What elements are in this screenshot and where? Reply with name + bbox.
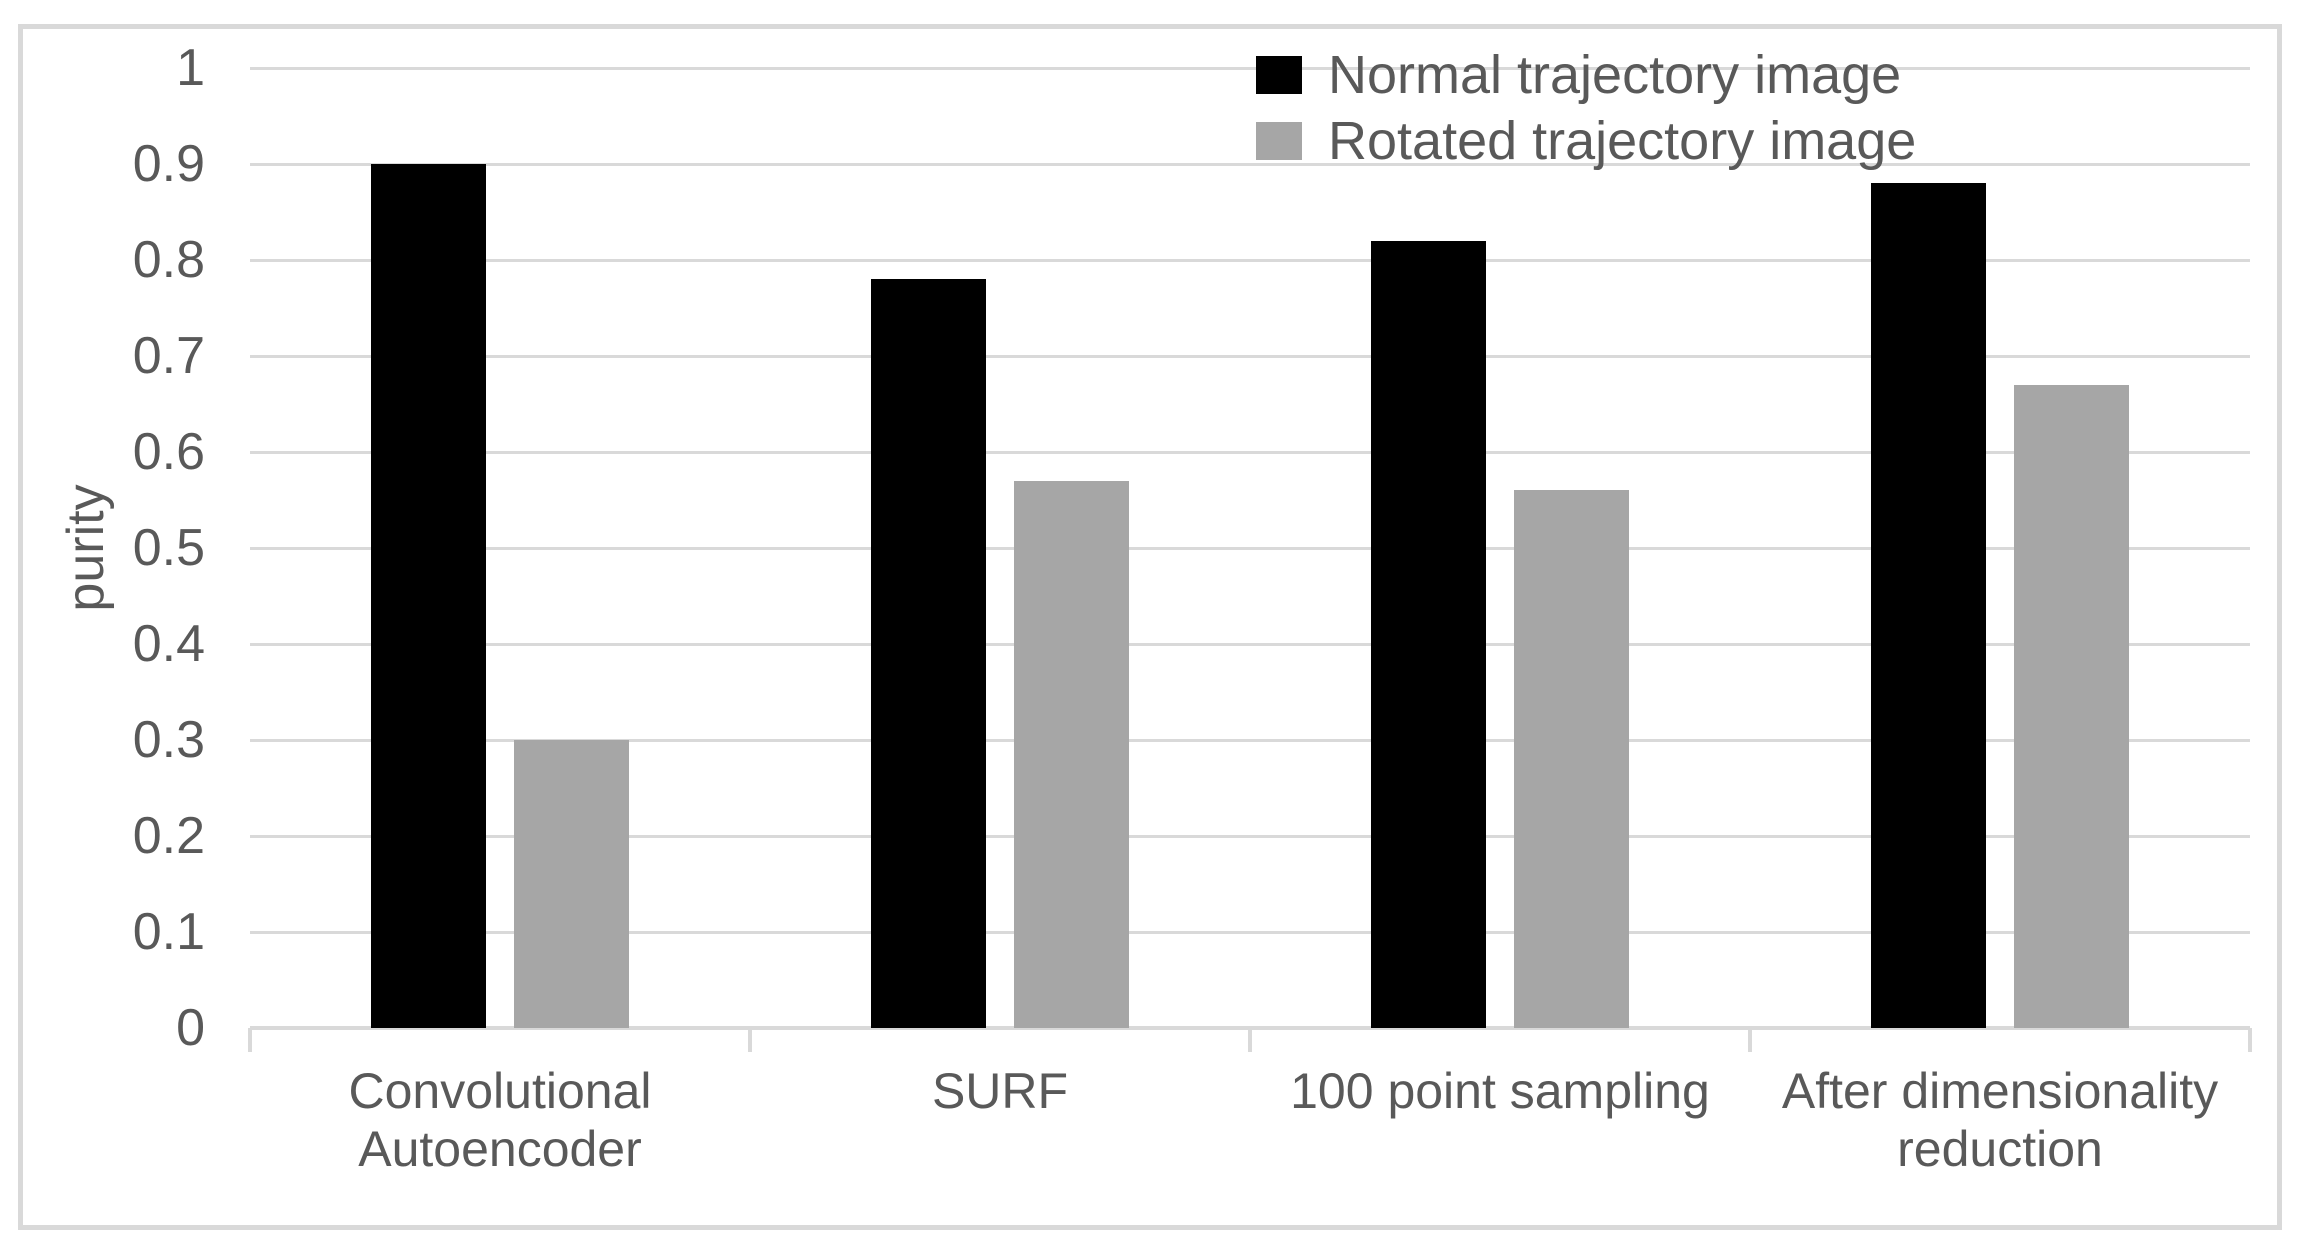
x-category-label-convolutional-autoencoder: Convolutional Autoencoder — [348, 1063, 652, 1177]
gridline-0.5 — [250, 547, 2250, 550]
y-tick-label-1: 1 — [176, 39, 205, 97]
y-tick-label-0.2: 0.2 — [132, 807, 205, 865]
legend-label-normal-trajectory-image: Normal trajectory image — [1328, 45, 1902, 105]
y-tick-label-0.5: 0.5 — [132, 519, 205, 577]
legend-label-rotated-trajectory-image: Rotated trajectory image — [1328, 111, 1917, 171]
gridline-0.6 — [250, 451, 2250, 454]
bar-rotated-trajectory-image-surf — [1014, 481, 1129, 1028]
gridline-0.7 — [250, 355, 2250, 358]
y-tick-label-0.9: 0.9 — [132, 135, 205, 193]
y-tick-label-0.3: 0.3 — [132, 711, 205, 769]
bar-normal-trajectory-image-100-point-sampling — [1371, 241, 1486, 1028]
y-tick-label-0.6: 0.6 — [132, 423, 205, 481]
bar-normal-trajectory-image-convolutional-autoencoder — [371, 164, 486, 1028]
gridline-0.1 — [250, 931, 2250, 934]
gridline-0.3 — [250, 739, 2250, 742]
bar-rotated-trajectory-image-convolutional-autoencoder — [514, 740, 629, 1028]
legend-item-normal-trajectory-image: Normal trajectory image — [1256, 48, 1916, 102]
legend-item-rotated-trajectory-image: Rotated trajectory image — [1256, 114, 1916, 168]
bar-rotated-trajectory-image-after-dimensionality-reduction — [2014, 385, 2129, 1028]
gridline-0.4 — [250, 643, 2250, 646]
y-tick-label-0.7: 0.7 — [132, 327, 205, 385]
x-category-label-after-dimensionality-reduction: After dimensionality reduction — [1781, 1063, 2219, 1177]
gridline-1 — [250, 67, 2250, 70]
legend: Normal trajectory image Rotated trajector… — [1256, 48, 1916, 187]
bar-rotated-trajectory-image-100-point-sampling — [1514, 490, 1629, 1028]
y-tick-label-0: 0 — [176, 999, 205, 1057]
y-tick-label-0.8: 0.8 — [132, 231, 205, 289]
bar-normal-trajectory-image-after-dimensionality-reduction — [1871, 183, 1986, 1028]
x-axis-tick — [2248, 1028, 2252, 1052]
gridline-0.2 — [250, 835, 2250, 838]
chart-border — [18, 24, 2282, 1230]
x-axis-tick — [1748, 1028, 1752, 1052]
x-axis-tick — [248, 1028, 252, 1052]
gridline-0.9 — [250, 163, 2250, 166]
y-tick-label-0.4: 0.4 — [132, 615, 205, 673]
x-axis-tick — [748, 1028, 752, 1052]
legend-marker-rotated-trajectory-image — [1256, 122, 1302, 160]
x-category-label-100-point-sampling: 100 point sampling — [1290, 1063, 1710, 1119]
x-category-label-surf: SURF — [931, 1063, 1069, 1119]
bar-normal-trajectory-image-surf — [871, 279, 986, 1028]
gridline-0.8 — [250, 259, 2250, 262]
x-axis-tick — [1248, 1028, 1252, 1052]
legend-marker-normal-trajectory-image — [1256, 56, 1302, 94]
y-tick-label-0.1: 0.1 — [132, 903, 205, 961]
